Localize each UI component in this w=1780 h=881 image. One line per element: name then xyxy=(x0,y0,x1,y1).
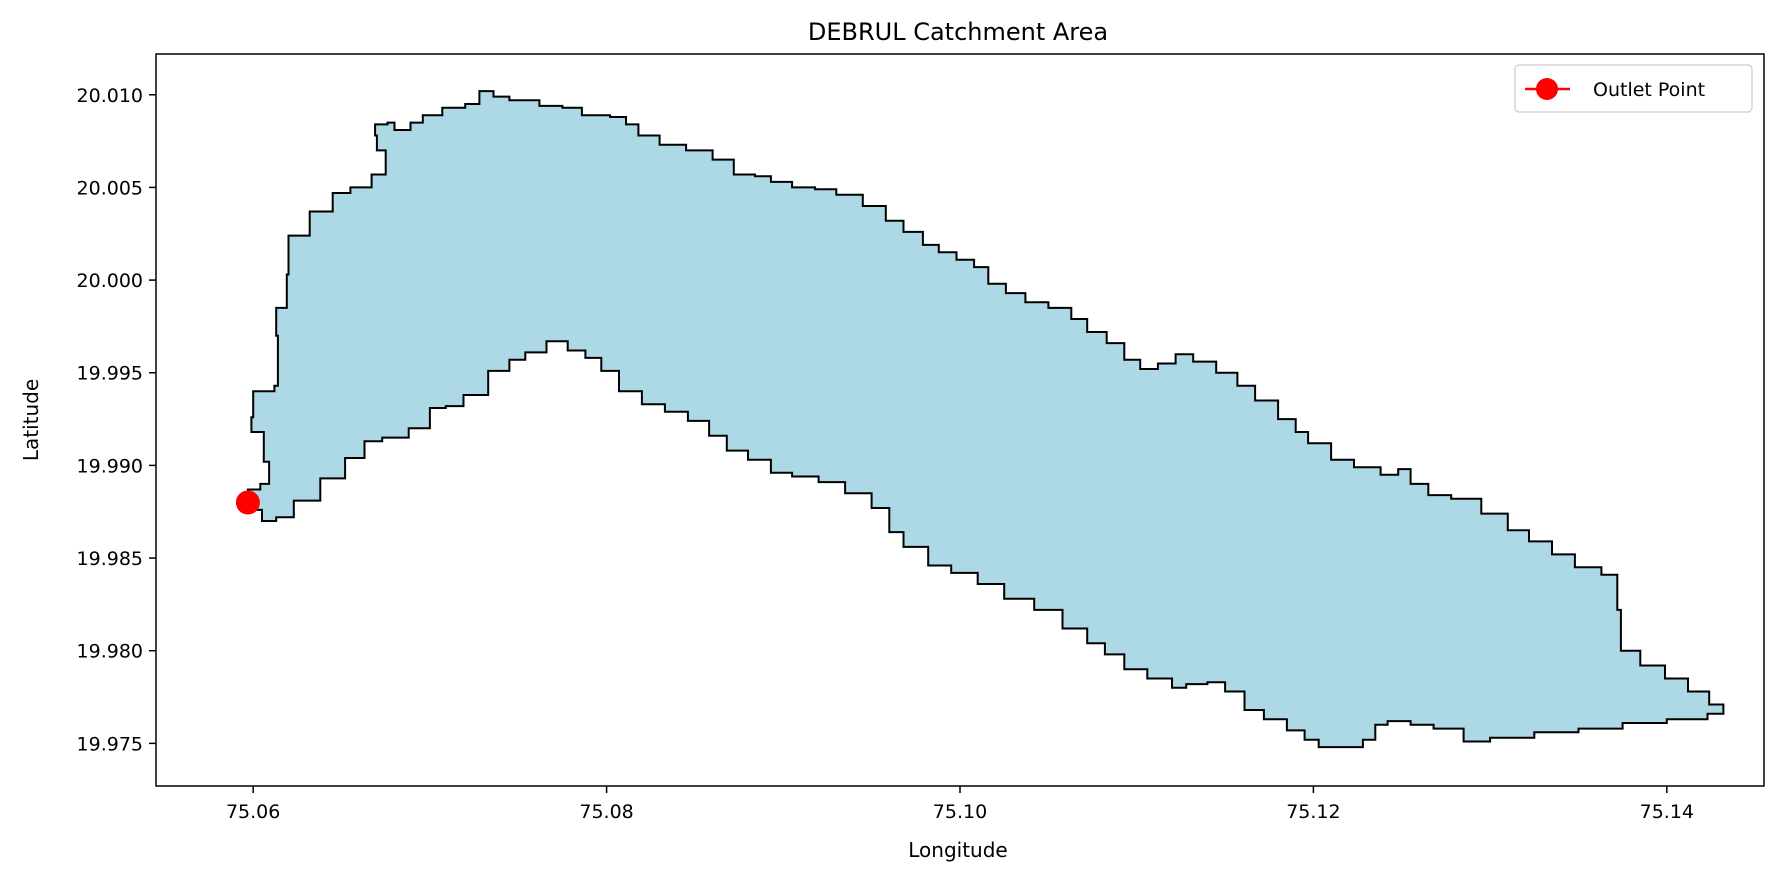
y-tick-label: 20.000 xyxy=(77,270,143,292)
x-tick-label: 75.08 xyxy=(579,801,633,823)
x-tick-label: 75.06 xyxy=(226,801,280,823)
legend-box xyxy=(1514,64,1753,113)
x-axis-label: Longitude xyxy=(908,838,1007,862)
plot-area xyxy=(155,53,1765,787)
y-tick-label: 19.975 xyxy=(77,733,143,755)
chart-title: DEBRUL Catchment Area xyxy=(808,18,1108,46)
y-tick-label: 20.010 xyxy=(77,85,143,107)
legend: Outlet Point xyxy=(1514,64,1753,113)
outlet-point-marker xyxy=(235,490,260,515)
y-tick-label: 19.995 xyxy=(77,363,143,385)
x-tick-label: 75.10 xyxy=(933,801,987,823)
y-tick-label: 19.990 xyxy=(77,455,143,477)
x-tick-label: 75.12 xyxy=(1286,801,1340,823)
y-tick-label: 19.980 xyxy=(77,641,143,663)
x-tick-label: 75.14 xyxy=(1640,801,1694,823)
legend-label-outlet-point: Outlet Point xyxy=(1593,79,1705,101)
legend-marker xyxy=(1536,78,1558,100)
y-axis-label: Latitude xyxy=(19,379,43,461)
catchment-polygon xyxy=(246,90,1725,749)
y-tick-label: 19.985 xyxy=(77,548,143,570)
y-axis: 19.975 19.980 19.985 19.990 19.995 20.000 20.0… xyxy=(77,85,156,755)
y-tick-label: 20.005 xyxy=(77,177,143,199)
x-axis: 75.06 75.08 75.10 75.12 75.14 xyxy=(226,786,1694,823)
